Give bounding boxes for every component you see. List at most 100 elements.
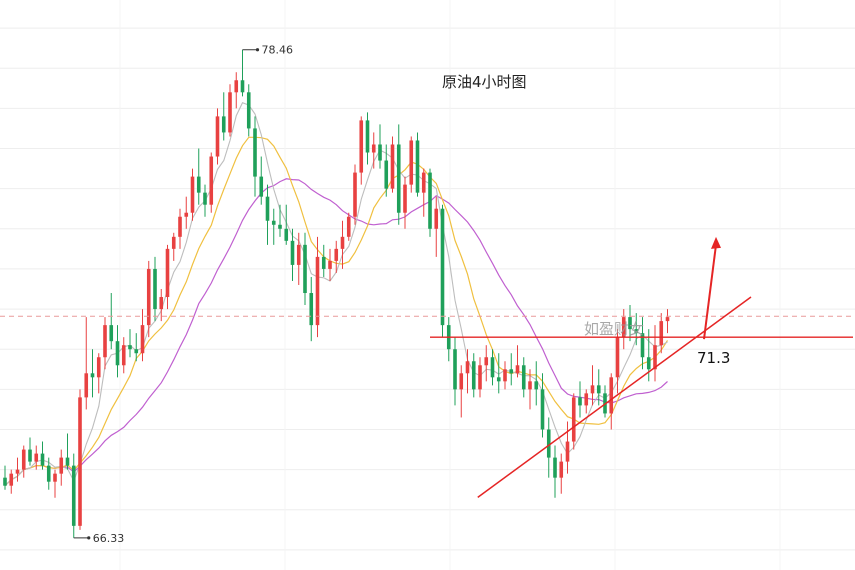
candle-body: [121, 345, 126, 366]
candle: [640, 317, 645, 370]
candle: [296, 232, 301, 285]
candle: [634, 313, 639, 346]
candle-body: [434, 208, 439, 229]
candle: [46, 457, 51, 490]
candle: [184, 196, 189, 229]
candle-body: [615, 337, 620, 378]
candle: [390, 136, 395, 193]
candle-body: [396, 144, 401, 213]
candle: [171, 232, 176, 261]
candle-body: [590, 385, 595, 394]
candle: [165, 244, 170, 310]
candle-body: [353, 172, 357, 217]
candle-body: [346, 216, 351, 237]
candle: [246, 84, 251, 137]
candle: [609, 373, 614, 430]
candle-body: [384, 160, 389, 189]
candle-body: [46, 465, 51, 482]
candle-body: [471, 361, 476, 390]
candle-body: [515, 365, 520, 374]
candle-body: [303, 244, 307, 294]
candle: [490, 349, 495, 386]
candle: [115, 325, 120, 378]
candle: [78, 389, 82, 530]
candle: [278, 204, 282, 237]
candle-body: [65, 457, 70, 466]
candle: [521, 357, 526, 398]
candle-body: [415, 140, 420, 193]
candle: [109, 293, 114, 350]
candle-body: [265, 196, 270, 221]
candle-body: [496, 377, 501, 382]
candle-body: [584, 393, 589, 406]
candle-body: [309, 293, 314, 326]
candle-body: [246, 92, 251, 129]
candle: [396, 124, 401, 225]
candle-body: [421, 172, 426, 193]
resistance-level-label: 71.3: [697, 349, 730, 367]
candle: [265, 184, 270, 245]
candle: [653, 325, 657, 382]
candle-body: [634, 329, 639, 334]
candle: [221, 92, 226, 141]
candle-body: [478, 365, 482, 390]
candle: [209, 152, 214, 213]
candle-body: [221, 116, 226, 133]
candle-body: [428, 172, 432, 229]
candle: [53, 469, 57, 498]
candle-body: [334, 248, 339, 261]
candle: [146, 260, 151, 338]
candle: [59, 449, 64, 486]
candle-body: [196, 176, 201, 193]
candle: [203, 184, 207, 217]
candle-body: [284, 228, 289, 241]
candle-body: [546, 429, 551, 458]
candle: [428, 168, 432, 237]
candle: [178, 208, 182, 249]
candle-body: [190, 176, 195, 213]
candle-body: [509, 369, 514, 374]
candle-body: [84, 373, 89, 398]
candle-body: [103, 325, 107, 358]
candle: [565, 421, 570, 474]
candle-body: [465, 361, 470, 374]
low-price-label: 66.33: [93, 532, 125, 545]
candle-body: [440, 208, 445, 326]
candle-body: [621, 317, 626, 338]
candle-body: [565, 441, 570, 462]
candle: [584, 389, 589, 414]
candle: [484, 345, 489, 382]
candle-body: [665, 317, 670, 322]
candle: [590, 365, 595, 406]
candle-body: [390, 144, 395, 189]
candle-body: [503, 369, 507, 382]
candle: [659, 313, 664, 354]
candle-body: [328, 260, 332, 269]
candle-body: [371, 144, 376, 153]
candle: [96, 353, 101, 394]
candle: [290, 228, 295, 281]
candle: [21, 445, 26, 478]
candle-body: [553, 457, 557, 478]
candle-body: [140, 325, 145, 354]
candle: [353, 164, 357, 225]
candle-body: [490, 357, 495, 378]
candle-body: [209, 156, 214, 205]
candle: [128, 329, 132, 358]
candle-body: [534, 381, 539, 390]
candle: [196, 148, 201, 205]
candle-body: [40, 453, 45, 466]
candle: [434, 196, 439, 257]
candle: [28, 437, 32, 466]
candle-body: [459, 373, 464, 390]
candle: [271, 208, 276, 245]
candle-body: [646, 357, 651, 370]
candle: [90, 349, 95, 398]
candle-body: [234, 80, 239, 93]
candle-body: [165, 248, 170, 298]
candle-body: [203, 192, 207, 205]
candle: [3, 465, 7, 490]
candle: [371, 132, 376, 169]
